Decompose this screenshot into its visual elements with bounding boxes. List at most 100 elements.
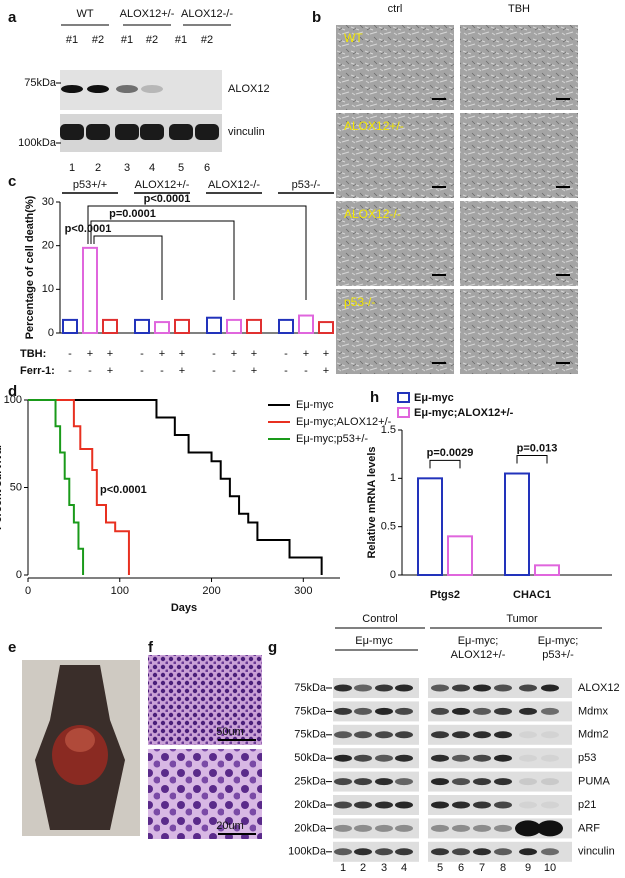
band [452, 801, 470, 809]
band [395, 848, 413, 856]
band [494, 754, 512, 762]
band [494, 848, 512, 856]
lane-number: 4 [149, 162, 155, 174]
lane-number: 9 [525, 862, 531, 874]
mw-marker: 75kDa [24, 77, 57, 89]
legend-label: Eμ-myc;ALOX12+/- [296, 416, 392, 428]
x-tick-label: Ptgs2 [430, 589, 460, 601]
band [519, 848, 537, 856]
row-label: p53-/- [344, 295, 375, 309]
band [395, 801, 413, 809]
row-mark: - [212, 348, 216, 360]
row-label: ALOX12-/- [344, 207, 401, 221]
mw-marker: 50kDa [294, 752, 327, 764]
scale-bar-label: 50um [216, 726, 244, 738]
blot [333, 818, 419, 839]
band [494, 824, 512, 832]
bracket [516, 455, 548, 464]
protein-label: p21 [578, 799, 596, 811]
row-mark: + [159, 348, 165, 360]
band [354, 707, 372, 715]
clone-label: #1 [66, 34, 78, 46]
band [473, 848, 491, 856]
lane-number: 8 [500, 862, 506, 874]
row-mark: - [232, 365, 236, 377]
band [541, 707, 559, 715]
band [541, 848, 559, 856]
lane-number: 10 [544, 862, 556, 874]
y-tick-label: 50 [10, 481, 22, 493]
group-label: Eμ-myc; [458, 635, 499, 647]
protein-label: ALOX12 [578, 682, 620, 694]
row-mark: + [323, 365, 329, 377]
annotation: p=0.013 [517, 442, 558, 454]
bar [226, 318, 242, 334]
band [494, 778, 512, 786]
band [519, 684, 537, 692]
protein-label: ARF [578, 822, 600, 834]
lane-number: 3 [124, 162, 130, 174]
annotation: p=0.0029 [427, 447, 474, 459]
band [60, 124, 84, 140]
micrographs [336, 25, 578, 374]
y-tick-label: 30 [42, 196, 54, 208]
y-tick-label: 20 [42, 240, 54, 252]
row-mark: - [140, 348, 144, 360]
band [334, 731, 352, 739]
band [431, 801, 449, 809]
group-label: p53+/+ [73, 179, 107, 191]
band [431, 848, 449, 856]
row-label: TBH: [20, 348, 46, 360]
lane-number: 1 [69, 162, 75, 174]
bar [174, 318, 190, 334]
band [354, 801, 372, 809]
band [431, 707, 449, 715]
blot [60, 70, 222, 110]
legend-label: Eμ-myc [414, 392, 454, 404]
y-tick-label: 0 [390, 569, 396, 581]
row-mark: - [304, 365, 308, 377]
band [395, 754, 413, 762]
band [334, 801, 352, 809]
band [395, 778, 413, 786]
group-label: WT [76, 8, 93, 20]
mw-marker: 20kDa [294, 799, 327, 811]
histology [148, 655, 262, 839]
band [431, 754, 449, 762]
band [541, 684, 559, 692]
row-mark: - [140, 365, 144, 377]
band [541, 731, 559, 739]
bar [298, 314, 314, 334]
band [375, 778, 393, 786]
group-label: ALOX12-/- [208, 179, 260, 191]
group-label: p53+/- [542, 649, 574, 661]
row-mark: - [68, 365, 72, 377]
band [519, 801, 537, 809]
band [515, 820, 541, 837]
band [334, 778, 352, 786]
row-mark: + [251, 365, 257, 377]
bar [246, 318, 262, 334]
bar [102, 318, 118, 334]
group-label: p53-/- [292, 179, 321, 191]
band [537, 820, 563, 837]
y-tick-label: 0 [16, 569, 22, 581]
lane-number: 2 [360, 862, 366, 874]
band [473, 731, 491, 739]
clone-label: #1 [121, 34, 133, 46]
panel-letter: e [8, 639, 16, 656]
band [452, 707, 470, 715]
band [473, 707, 491, 715]
clone-label: #1 [175, 34, 187, 46]
band [115, 124, 139, 140]
band [519, 778, 537, 786]
y-axis-label: Relative mRNA levels [366, 446, 378, 558]
row-mark: + [179, 365, 185, 377]
band [519, 754, 537, 762]
band [494, 684, 512, 692]
bar [154, 321, 170, 335]
mw-marker: 75kDa [294, 682, 327, 694]
band [375, 754, 393, 762]
row-mark: - [68, 348, 72, 360]
